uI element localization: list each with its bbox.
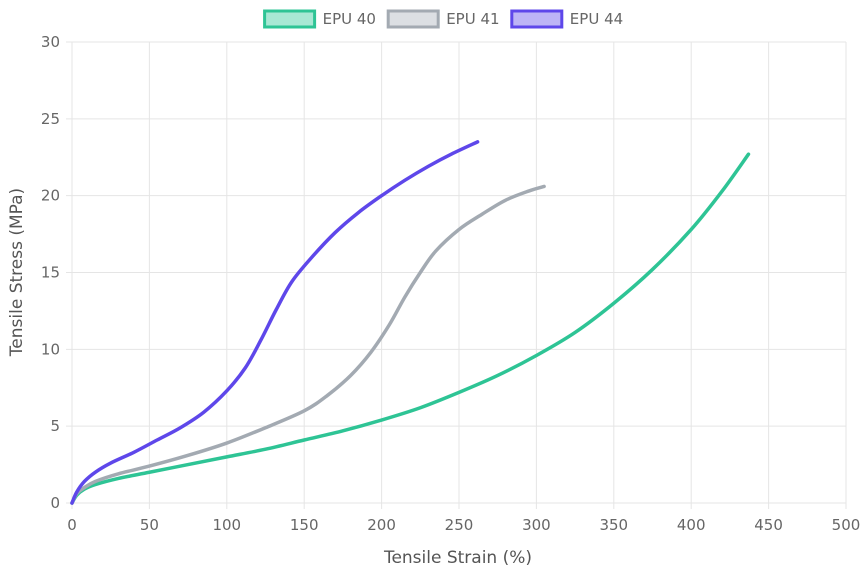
y-tick-label: 5: [50, 417, 60, 435]
legend-item-epu-44[interactable]: EPU 44: [510, 9, 623, 29]
series-line-epu-40: [70, 152, 751, 505]
x-tick-label: 250: [445, 516, 474, 534]
x-tick-label: 500: [832, 516, 861, 534]
y-tick-label: 25: [41, 110, 60, 128]
x-axis-title: Tensile Strain (%): [383, 548, 532, 568]
series-line-epu-44: [70, 140, 480, 505]
legend-swatch: [386, 9, 440, 29]
legend-item-epu-40[interactable]: EPU 40: [263, 9, 376, 29]
y-tick-label: 10: [41, 340, 60, 358]
legend-label: EPU 44: [570, 10, 623, 28]
x-tick-label: 300: [522, 516, 551, 534]
legend-item-epu-41[interactable]: EPU 41: [386, 9, 500, 29]
y-tick-label: 30: [41, 33, 60, 51]
x-tick-label: 200: [367, 516, 396, 534]
y-tick-label: 15: [41, 264, 60, 282]
y-tick-label: 0: [50, 494, 60, 512]
y-tick-label: 20: [41, 187, 60, 205]
axis-ticks: 0 50 100 150 200 250 300 350 400 450 500 0 5 10 15 20 25…: [41, 33, 860, 534]
series-line-epu-41: [70, 184, 546, 505]
x-tick-label: 0: [67, 516, 77, 534]
x-tick-label: 450: [754, 516, 783, 534]
legend-label: EPU 40: [323, 10, 376, 28]
legend[interactable]: EPU 40 EPU 41 EPU 44: [263, 9, 624, 29]
legend-swatch: [263, 9, 317, 29]
x-tick-label: 350: [599, 516, 628, 534]
x-tick-label: 50: [140, 516, 159, 534]
series-lines: [70, 140, 751, 505]
y-axis-title: Tensile Stress (MPa): [7, 188, 27, 357]
x-tick-label: 100: [212, 516, 241, 534]
x-tick-label: 150: [290, 516, 319, 534]
x-tick-label: 400: [677, 516, 706, 534]
legend-swatch: [510, 9, 564, 29]
grid-lines: [66, 41, 847, 509]
legend-label: EPU 41: [446, 10, 499, 28]
